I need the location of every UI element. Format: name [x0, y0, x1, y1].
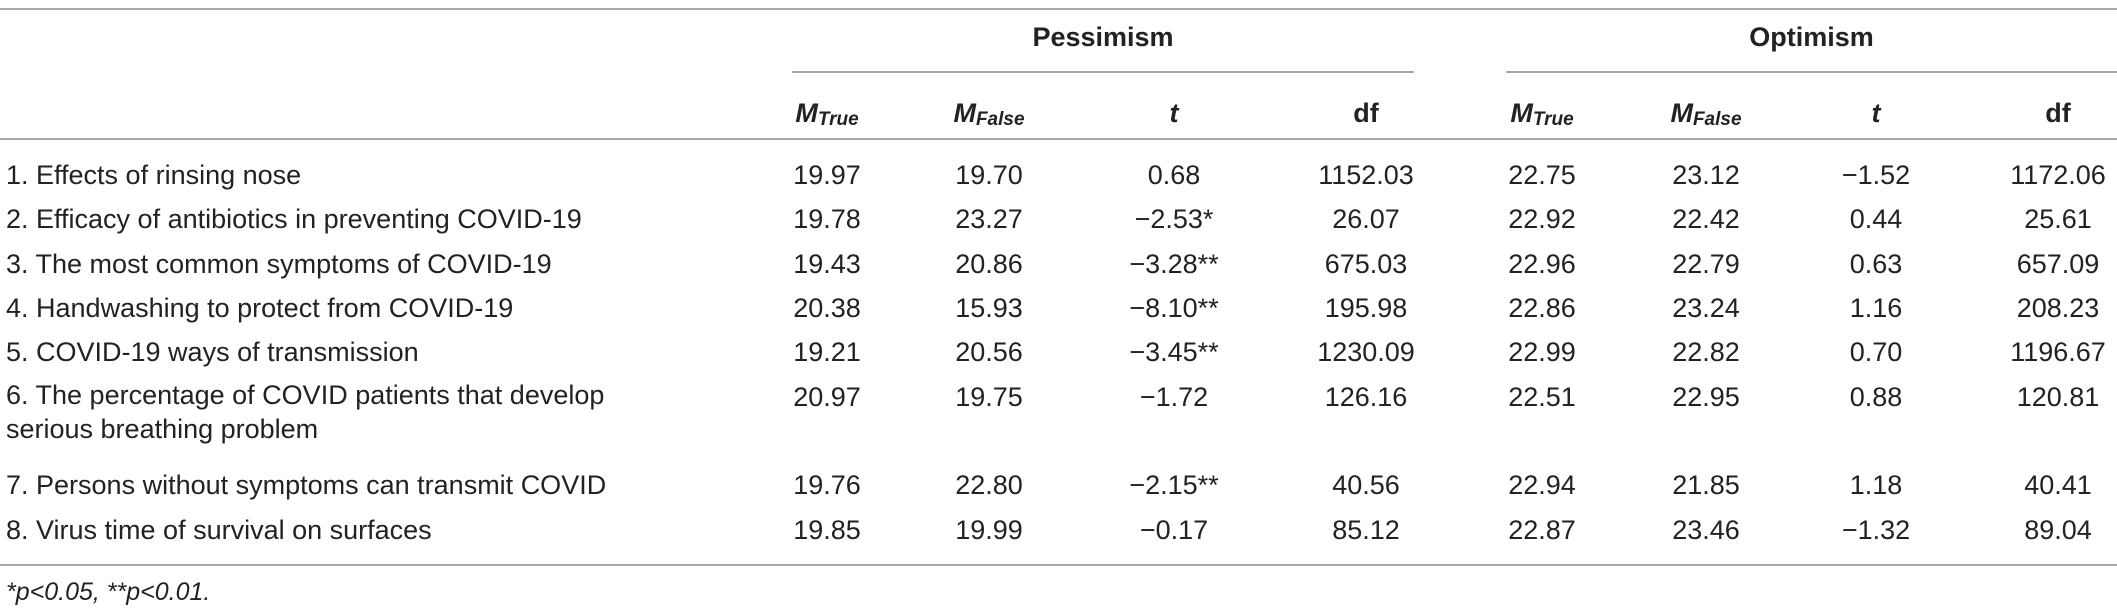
table-cell: 20.56	[955, 337, 1023, 367]
table-cell: 0.68	[1147, 160, 1201, 190]
table-cell: −3.45**	[1129, 337, 1219, 367]
table-cell: 23.12	[1672, 160, 1740, 190]
table-cell: 22.79	[1672, 249, 1740, 279]
pessimism-m-true-header: MTrue	[795, 98, 859, 130]
table-cell: −1.32	[1841, 515, 1911, 545]
table-cell: 22.92	[1508, 204, 1576, 234]
row-label: 7. Persons without symptoms can transmit…	[6, 470, 607, 500]
table-cell: 19.99	[955, 515, 1023, 545]
table-cell: 40.56	[1332, 470, 1400, 500]
optimism-group-header: Optimism	[1749, 22, 1874, 52]
table-cell: 19.76	[793, 470, 861, 500]
table-cell: 1230.09	[1317, 337, 1415, 367]
table-cell: 1.16	[1849, 293, 1903, 323]
table-cell: 22.82	[1672, 337, 1740, 367]
table-cell: −1.72	[1139, 382, 1209, 412]
table-cell: 1152.03	[1318, 160, 1414, 190]
table-cell: 19.21	[793, 337, 861, 367]
optimism-t-header: t	[1871, 98, 1881, 128]
table-cell: −2.53*	[1134, 204, 1214, 234]
table-cell: 19.78	[793, 204, 861, 234]
table-cell: 126.16	[1324, 382, 1408, 412]
table-cell: 20.86	[955, 249, 1023, 279]
pessimism-m-false-header: MFalse	[953, 98, 1025, 130]
table-cell: 23.27	[955, 204, 1023, 234]
header-bottom-rule	[0, 138, 2117, 140]
table-cell: 0.44	[1849, 204, 1903, 234]
optimism-group-rule	[1506, 71, 2117, 73]
pessimism-group-header: Pessimism	[1032, 22, 1174, 52]
table-cell: 0.88	[1849, 382, 1903, 412]
row-label: 2. Efficacy of antibiotics in preventing…	[6, 204, 582, 234]
table-cell: −8.10**	[1129, 293, 1219, 323]
table-cell: 19.43	[793, 249, 861, 279]
table-cell: 19.70	[955, 160, 1023, 190]
table-cell: 23.46	[1672, 515, 1740, 545]
table-cell: −3.28**	[1129, 249, 1219, 279]
table-cell: −2.15**	[1129, 470, 1219, 500]
table-cell: 195.98	[1324, 293, 1408, 323]
table-cell: 22.42	[1672, 204, 1740, 234]
table-cell: 22.96	[1508, 249, 1576, 279]
pessimism-group-rule	[792, 71, 1414, 73]
table-cell: 20.38	[793, 293, 861, 323]
table-cell: 22.51	[1508, 382, 1576, 412]
table-cell: 26.07	[1332, 204, 1400, 234]
row-label: 6. The percentage of COVID patients that…	[6, 380, 605, 444]
table-cell: 21.85	[1672, 470, 1740, 500]
optimism-m-true-header: MTrue	[1510, 98, 1574, 130]
table-cell: −1.52	[1841, 160, 1911, 190]
table-cell: 22.99	[1508, 337, 1576, 367]
table-cell: 19.97	[793, 160, 861, 190]
table-cell: 22.87	[1508, 515, 1576, 545]
table-cell: 40.41	[2024, 470, 2092, 500]
table-cell: 22.86	[1508, 293, 1576, 323]
table-cell: 22.95	[1672, 382, 1740, 412]
row-label: 3. The most common symptoms of COVID-19	[6, 249, 552, 279]
optimism-m-false-header: MFalse	[1670, 98, 1742, 130]
optimism-df-header: df	[2045, 98, 2071, 128]
table-cell: 120.81	[2016, 382, 2100, 412]
table-cell: 20.97	[793, 382, 861, 412]
pessimism-df-header: df	[1353, 98, 1379, 128]
row-label: 5. COVID-19 ways of transmission	[6, 337, 419, 367]
table-cell: 675.03	[1324, 249, 1408, 279]
row-label: 4. Handwashing to protect from COVID-19	[6, 293, 514, 323]
table-cell: 1.18	[1849, 470, 1903, 500]
table-cell: −0.17	[1139, 515, 1209, 545]
row-label: 8. Virus time of survival on surfaces	[6, 515, 432, 545]
table-cell: 19.75	[955, 382, 1023, 412]
table-cell: 22.80	[955, 470, 1023, 500]
table-cell: 15.93	[955, 293, 1023, 323]
table-cell: 19.85	[793, 515, 861, 545]
row-label: 1. Effects of rinsing nose	[6, 160, 302, 190]
table-cell: 85.12	[1332, 515, 1400, 545]
table-bottom-rule	[0, 564, 2117, 566]
table-cell: 0.70	[1849, 337, 1903, 367]
pessimism-t-header: t	[1169, 98, 1179, 128]
table-cell: 22.75	[1508, 160, 1576, 190]
table-cell: 25.61	[2024, 204, 2092, 234]
table-footnote: *p<0.05, **p<0.01.	[6, 578, 211, 606]
table-cell: 208.23	[2016, 293, 2100, 323]
table-cell: 1196.67	[2010, 337, 2106, 367]
table-cell: 22.94	[1508, 470, 1576, 500]
table-top-rule	[0, 8, 2117, 10]
table-cell: 89.04	[2024, 515, 2092, 545]
table-cell: 1172.06	[2010, 160, 2106, 190]
table-cell: 23.24	[1672, 293, 1740, 323]
table-cell: 0.63	[1849, 249, 1903, 279]
table-cell: 657.09	[2016, 249, 2100, 279]
